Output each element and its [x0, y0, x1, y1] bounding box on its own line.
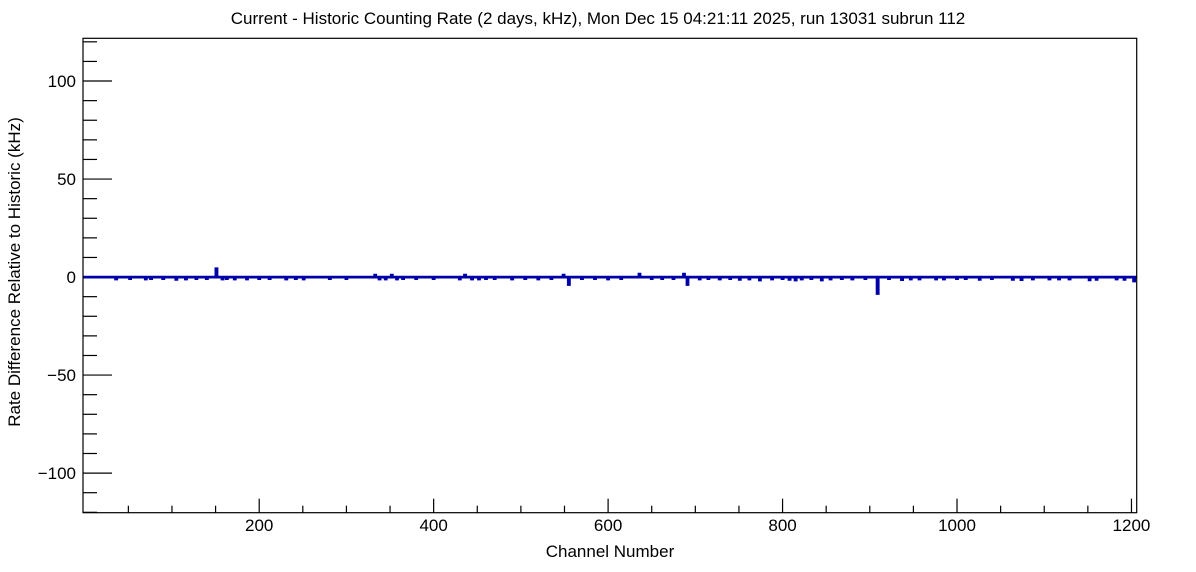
tick-labels: 200 400 600 800 1000 1200 100 50 0 −50 −100	[38, 72, 1151, 535]
x-axis-label: Channel Number	[545, 542, 675, 561]
y-tick-label: −50	[47, 366, 76, 385]
x-tick-label: 800	[768, 516, 796, 535]
data-series	[83, 267, 1137, 295]
y-tick-label: 0	[67, 268, 76, 287]
x-tick-label: 400	[419, 516, 447, 535]
x-tick-label: 200	[245, 516, 273, 535]
y-axis-label: Rate Difference Relative to Historic (kH…	[5, 117, 24, 427]
frame-rect	[82, 37, 1138, 514]
x-tick-label: 600	[594, 516, 622, 535]
y-tick-label: 50	[57, 170, 76, 189]
plot-frame	[82, 37, 1138, 514]
x-tick-label: 1200	[1113, 516, 1151, 535]
y-tick-label: 100	[48, 72, 76, 91]
y-tick-label: −100	[38, 464, 76, 483]
chart-title: Current - Historic Counting Rate (2 days…	[230, 9, 966, 28]
x-tick-label: 1000	[938, 516, 976, 535]
rate-difference-line	[83, 267, 1137, 295]
